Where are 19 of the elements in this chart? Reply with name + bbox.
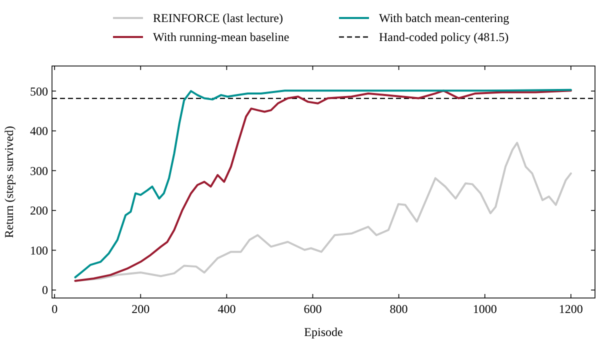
y-tick-label: 100: [30, 243, 48, 258]
x-tick-label: 0: [52, 302, 58, 316]
x-tick-label: 800: [390, 302, 408, 316]
x-tick-label: 1200: [558, 302, 583, 316]
x-tick-label: 1000: [472, 302, 497, 316]
y-tick-label: 0: [42, 283, 48, 298]
y-tick-label: 400: [30, 124, 48, 138]
legend-label: Hand-coded policy (481.5): [379, 30, 509, 44]
y-axis-title: Return (steps survived): [2, 126, 16, 238]
x-tick-label: 600: [304, 302, 322, 316]
legend-label: With batch mean-centering: [379, 11, 510, 26]
y-tick-label: 500: [30, 84, 48, 98]
x-tick-label: 200: [132, 302, 150, 316]
y-tick-label: 200: [30, 204, 48, 218]
x-axis-title: Episode: [304, 325, 343, 339]
x-tick-label: 400: [218, 302, 236, 316]
legend-label: REINFORCE (last lecture): [153, 11, 283, 26]
legend-label: With running-mean baseline: [153, 30, 290, 44]
y-tick-label: 300: [30, 164, 48, 178]
